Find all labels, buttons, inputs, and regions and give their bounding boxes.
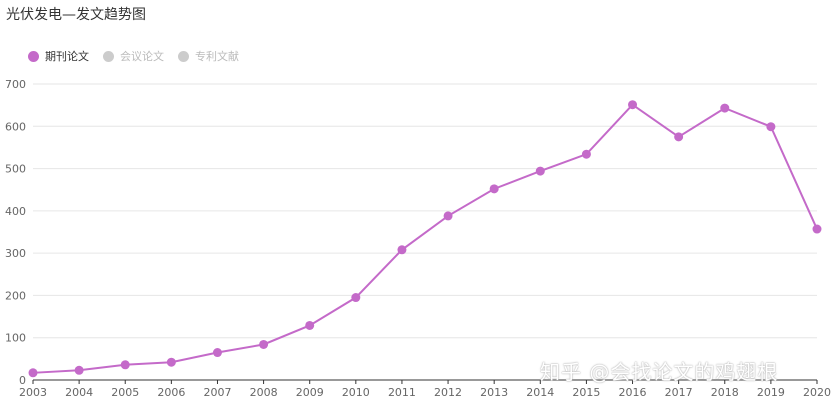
y-tick-label: 600 <box>5 120 26 133</box>
x-tick-label: 2003 <box>19 386 47 399</box>
legend-item-conference[interactable]: 会议论文 <box>103 48 164 64</box>
data-point[interactable] <box>489 184 499 194</box>
watermark: 知乎 @会找论文的鸡翅根 <box>540 360 779 384</box>
data-point[interactable] <box>628 100 638 110</box>
y-tick-label: 300 <box>5 247 26 260</box>
data-point[interactable] <box>812 224 822 234</box>
x-tick-label: 2016 <box>619 386 647 399</box>
x-tick-label: 2008 <box>250 386 278 399</box>
x-tick-label: 2018 <box>711 386 739 399</box>
x-tick-label: 2006 <box>157 386 185 399</box>
data-point[interactable] <box>766 122 776 132</box>
data-point[interactable] <box>397 245 407 255</box>
legend-item-patent[interactable]: 专利文献 <box>178 48 239 64</box>
data-point[interactable] <box>674 132 684 142</box>
x-tick-label: 2019 <box>757 386 785 399</box>
y-tick-label: 0 <box>19 374 26 387</box>
legend-label-journal: 期刊论文 <box>45 50 89 63</box>
data-point[interactable] <box>212 348 222 358</box>
x-tick-label: 2013 <box>480 386 508 399</box>
chart-title: 光伏发电—发文趋势图 <box>6 7 146 23</box>
data-point[interactable] <box>720 103 730 113</box>
x-tick-label: 2014 <box>526 386 554 399</box>
data-point[interactable] <box>351 293 361 303</box>
x-tick-label: 2004 <box>65 386 93 399</box>
x-tick-label: 2017 <box>665 386 693 399</box>
x-tick-label: 2010 <box>342 386 370 399</box>
legend-marker-conference <box>103 50 114 62</box>
data-point[interactable] <box>74 365 84 375</box>
x-tick-label: 2012 <box>434 386 462 399</box>
legend-marker-journal <box>28 50 39 62</box>
data-point[interactable] <box>581 149 591 159</box>
x-tick-label: 2020 <box>803 386 831 399</box>
y-tick-label: 500 <box>5 163 26 176</box>
x-tick-label: 2007 <box>203 386 231 399</box>
x-tick-label: 2009 <box>296 386 324 399</box>
data-point[interactable] <box>535 166 545 176</box>
y-tick-label: 200 <box>5 289 26 302</box>
data-point[interactable] <box>443 211 453 221</box>
data-point[interactable] <box>120 360 130 370</box>
y-tick-label: 100 <box>5 332 26 345</box>
legend: 期刊论文 会议论文 专利文献 <box>28 48 239 64</box>
y-tick-label: 400 <box>5 205 26 218</box>
legend-marker-patent <box>178 50 189 62</box>
data-point[interactable] <box>259 339 269 349</box>
legend-item-journal[interactable]: 期刊论文 <box>28 48 89 64</box>
legend-label-patent: 专利文献 <box>195 50 239 63</box>
data-point[interactable] <box>28 368 38 378</box>
data-point[interactable] <box>166 357 176 367</box>
series-line-journal <box>32 103 818 374</box>
y-tick-label: 700 <box>5 78 26 91</box>
data-point[interactable] <box>305 320 315 330</box>
x-tick-label: 2005 <box>111 386 139 399</box>
x-tick-label: 2015 <box>572 386 600 399</box>
x-tick-label: 2011 <box>388 386 416 399</box>
legend-label-conference: 会议论文 <box>120 50 164 63</box>
